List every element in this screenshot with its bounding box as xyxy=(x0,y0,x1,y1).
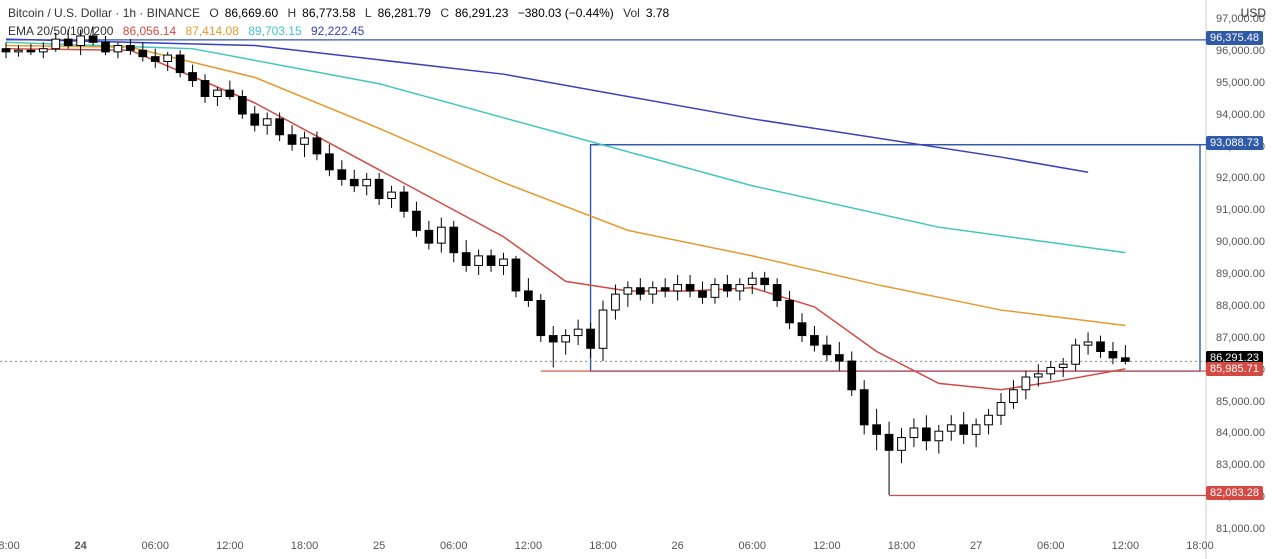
y-axis-label: 89,000.00 xyxy=(1216,268,1265,280)
x-axis-label: 06:00 xyxy=(440,540,468,552)
x-axis-label: 06:00 xyxy=(738,540,766,552)
y-axis-label: 94,000.00 xyxy=(1216,109,1265,121)
x-axis-label: 27 xyxy=(970,540,982,552)
x-axis-label: 18:00 xyxy=(0,540,20,552)
price-tag: 96,375.48 xyxy=(1206,31,1263,45)
y-axis-label: 91,000.00 xyxy=(1216,204,1265,216)
y-axis-label: 97,000.00 xyxy=(1216,13,1265,25)
y-axis-label: 87,000.00 xyxy=(1216,332,1265,344)
x-axis-label: 26 xyxy=(672,540,684,552)
y-axis-label: 96,000.00 xyxy=(1216,45,1265,57)
y-axis-label: 84,000.00 xyxy=(1216,427,1265,439)
x-axis-label: 18:00 xyxy=(291,540,319,552)
price-chart[interactable] xyxy=(0,0,1280,559)
x-axis-label: 25 xyxy=(373,540,385,552)
x-axis-label: 12:00 xyxy=(515,540,543,552)
y-axis-label: 95,000.00 xyxy=(1216,77,1265,89)
x-axis-label: 12:00 xyxy=(1112,540,1140,552)
x-axis-label: 18:00 xyxy=(589,540,617,552)
y-axis-label: 85,000.00 xyxy=(1216,396,1265,408)
y-axis-label: 90,000.00 xyxy=(1216,236,1265,248)
x-axis-label: 12:00 xyxy=(216,540,244,552)
price-tag: 82,083.28 xyxy=(1206,486,1263,500)
x-axis-label: 06:00 xyxy=(141,540,169,552)
y-axis-label: 88,000.00 xyxy=(1216,300,1265,312)
price-tag: 85,985.71 xyxy=(1206,362,1263,376)
y-axis-label: 83,000.00 xyxy=(1216,459,1265,471)
y-axis-label: 81,000.00 xyxy=(1216,523,1265,535)
x-axis-label: 18:00 xyxy=(1186,540,1214,552)
chart-container[interactable]: Bitcoin / U.S. Dollar · 1h · BINANCE O86… xyxy=(0,0,1280,559)
price-tag: 93,088.73 xyxy=(1206,136,1263,150)
x-axis-label: 18:00 xyxy=(888,540,916,552)
x-axis-label: 12:00 xyxy=(813,540,841,552)
x-axis-label: 24 xyxy=(75,540,87,552)
x-axis-label: 06:00 xyxy=(1037,540,1065,552)
y-axis-label: 92,000.00 xyxy=(1216,172,1265,184)
